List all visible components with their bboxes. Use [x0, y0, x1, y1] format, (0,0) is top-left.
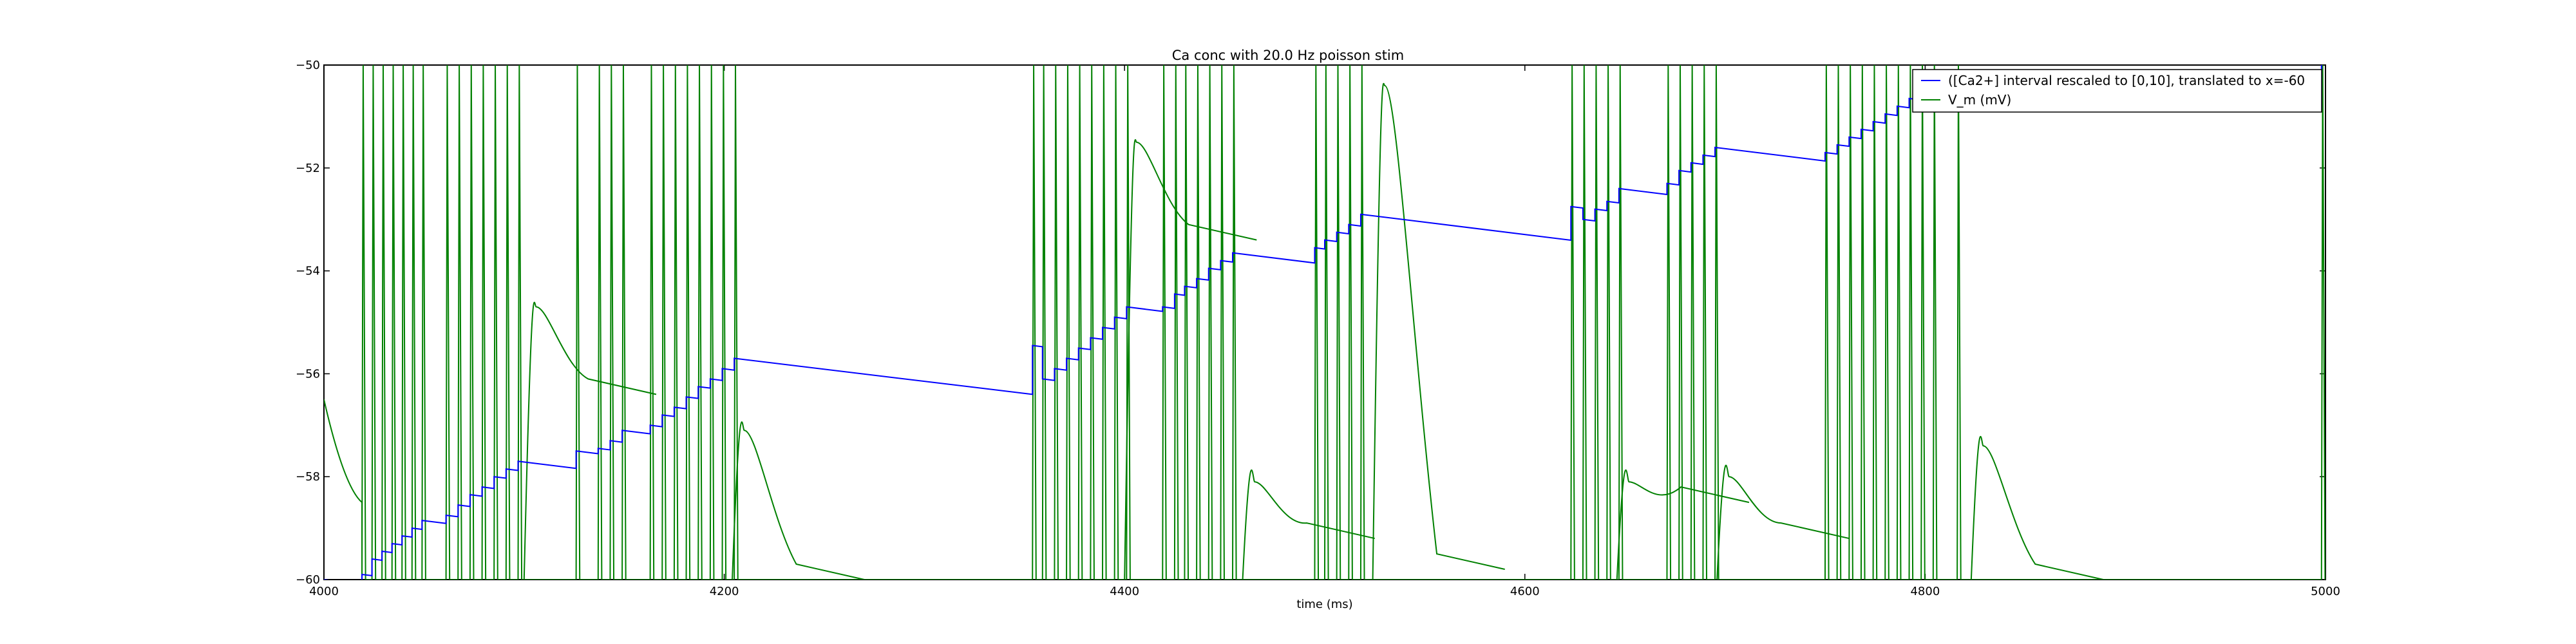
series-vm-bump [523, 301, 657, 580]
y-tick-label: −54 [296, 265, 320, 278]
legend-label-ca: ([Ca2+] interval rescaled to [0,10], tra… [1948, 73, 2305, 88]
y-tick-label: −58 [296, 470, 320, 484]
series-vm-bump [1372, 82, 1505, 580]
series-vm-bump [732, 421, 865, 580]
legend-label-vm: V_m (mV) [1948, 92, 2011, 108]
x-tick-label: 5000 [2311, 585, 2340, 598]
x-tick-label: 4000 [309, 585, 339, 598]
chart-title: Ca conc with 20.0 Hz poisson stim [1172, 48, 1404, 63]
series-layer [324, 65, 2325, 580]
y-tick-label: −52 [296, 162, 320, 175]
series-vm-bump [1242, 469, 1375, 580]
series-vm-bump [1124, 139, 1257, 580]
y-axis-ticks: −60 −58 −56 −54 −52 −50 [296, 59, 2325, 587]
x-tick-label: 4200 [710, 585, 739, 598]
y-tick-label: −56 [296, 367, 320, 381]
plot-area: 4000 4200 4400 4600 4800 5000 −60 −58 −56 −54 −52… [296, 59, 2340, 598]
series-vm-bump [1970, 435, 2104, 580]
x-axis-label: time (ms) [1296, 598, 1352, 611]
series-ca [324, 65, 2322, 580]
legend: ([Ca2+] interval rescaled to [0,10], tra… [1912, 69, 2322, 113]
series-vm-bump [1616, 469, 1750, 580]
x-tick-label: 4400 [1110, 585, 1139, 598]
x-tick-label: 4800 [1910, 585, 1940, 598]
legend-box [1912, 69, 2322, 113]
series-vm-spikes [324, 65, 2325, 580]
series-vm-bump [1716, 464, 1850, 580]
series-clip [324, 65, 2325, 580]
y-tick-label: −60 [296, 573, 320, 587]
y-tick-label: −50 [296, 59, 320, 72]
x-tick-label: 4600 [1510, 585, 1540, 598]
